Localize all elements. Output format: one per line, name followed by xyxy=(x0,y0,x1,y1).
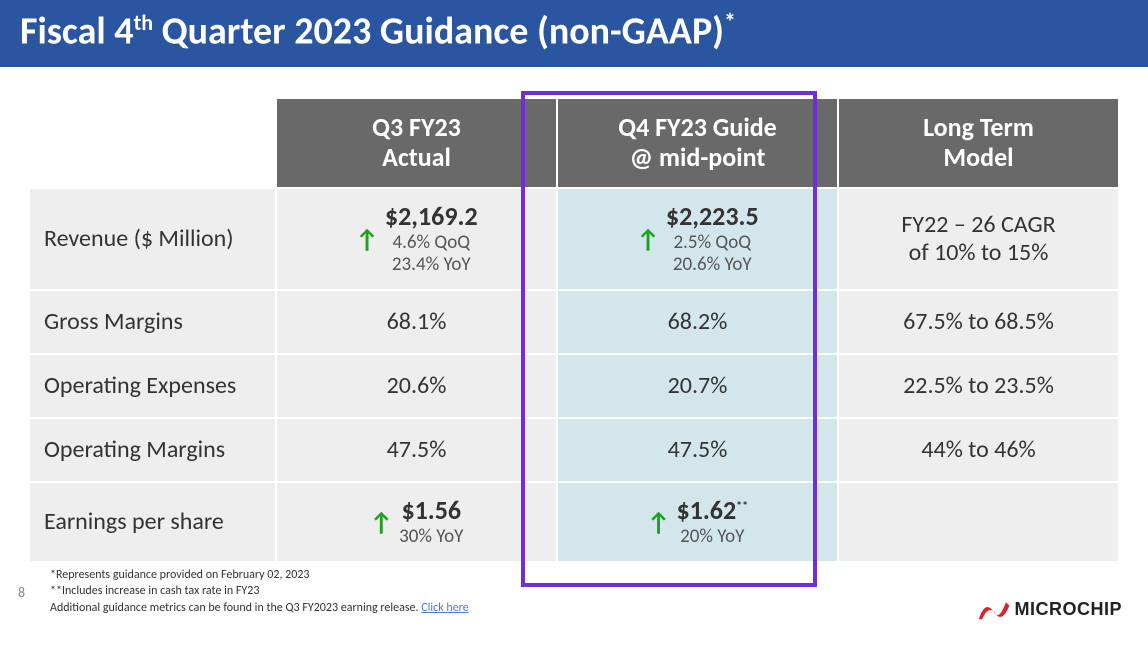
table-container: Q3 FY23 Actual Q4 FY23 Guide @ mid-point… xyxy=(0,67,1148,563)
page-number: 8 xyxy=(18,584,25,601)
footnote-3: Additional guidance metrics can be found… xyxy=(50,600,469,617)
cell-opex-q3: 20.6% xyxy=(277,355,556,417)
footnote-1: *Represents guidance provided on Februar… xyxy=(50,567,469,584)
microchip-logo: MICROCHIP xyxy=(977,597,1123,621)
title-text-post: Quarter 2023 Guidance (non-GAAP) xyxy=(153,9,724,55)
up-arrow-icon: ↑ xyxy=(647,509,671,535)
logo-text: MICROCHIP xyxy=(1015,599,1123,620)
label-eps: Earnings per share xyxy=(30,483,275,561)
up-arrow-icon: ↑ xyxy=(370,509,394,535)
header-q4-guide: Q4 FY23 Guide @ mid-point xyxy=(558,99,837,187)
cell-gross-q4: 68.2% xyxy=(558,291,837,353)
footnotes: *Represents guidance provided on Februar… xyxy=(50,567,469,617)
row-opex: Operating Expenses 20.6% 20.7% 22.5% to … xyxy=(30,355,1118,417)
label-revenue: Revenue ($ Million) xyxy=(30,189,275,289)
label-gross: Gross Margins xyxy=(30,291,275,353)
cell-gross-lt: 67.5% to 68.5% xyxy=(839,291,1118,353)
cell-opmarg-q3: 47.5% xyxy=(277,419,556,481)
click-here-link[interactable]: Click here xyxy=(421,601,468,615)
up-arrow-icon: ↑ xyxy=(355,226,379,252)
row-revenue: Revenue ($ Million) ↑ $2,169.2 4.6% QoQ … xyxy=(30,189,1118,289)
guidance-table: Q3 FY23 Actual Q4 FY23 Guide @ mid-point… xyxy=(28,97,1120,563)
cell-opmarg-q4: 47.5% xyxy=(558,419,837,481)
cell-opmarg-lt: 44% to 46% xyxy=(839,419,1118,481)
cell-opex-q4: 20.7% xyxy=(558,355,837,417)
up-arrow-icon: ↑ xyxy=(636,226,660,252)
row-eps: Earnings per share ↑ $1.56 30% YoY ↑ $1.… xyxy=(30,483,1118,561)
title-asterisk: * xyxy=(724,8,736,37)
label-opmarg: Operating Margins xyxy=(30,419,275,481)
header-blank xyxy=(30,99,275,187)
cell-eps-q3: ↑ $1.56 30% YoY xyxy=(277,483,556,561)
title-text-pre: Fiscal 4 xyxy=(20,9,134,55)
header-q3-actual: Q3 FY23 Actual xyxy=(277,99,556,187)
cell-revenue-q3: ↑ $2,169.2 4.6% QoQ 23.4% YoY xyxy=(277,189,556,289)
cell-gross-q3: 68.1% xyxy=(277,291,556,353)
row-gross-margins: Gross Margins 68.1% 68.2% 67.5% to 68.5% xyxy=(30,291,1118,353)
label-opex: Operating Expenses xyxy=(30,355,275,417)
header-long-term: Long Term Model xyxy=(839,99,1118,187)
logo-swoosh-icon xyxy=(977,597,1011,621)
footnote-2: **Includes increase in cash tax rate in … xyxy=(50,583,469,600)
cell-opex-lt: 22.5% to 23.5% xyxy=(839,355,1118,417)
table-header-row: Q3 FY23 Actual Q4 FY23 Guide @ mid-point… xyxy=(30,99,1118,187)
title-sup-th: th xyxy=(134,9,153,36)
cell-eps-q4: ↑ $1.62** 20% YoY xyxy=(558,483,837,561)
page-title: Fiscal 4th Quarter 2023 Guidance (non-GA… xyxy=(0,0,1148,67)
row-op-margins: Operating Margins 47.5% 47.5% 44% to 46% xyxy=(30,419,1118,481)
cell-revenue-q4: ↑ $2,223.5 2.5% QoQ 20.6% YoY xyxy=(558,189,837,289)
cell-revenue-lt: FY22 – 26 CAGR of 10% to 15% xyxy=(839,189,1118,289)
cell-eps-lt xyxy=(839,483,1118,561)
